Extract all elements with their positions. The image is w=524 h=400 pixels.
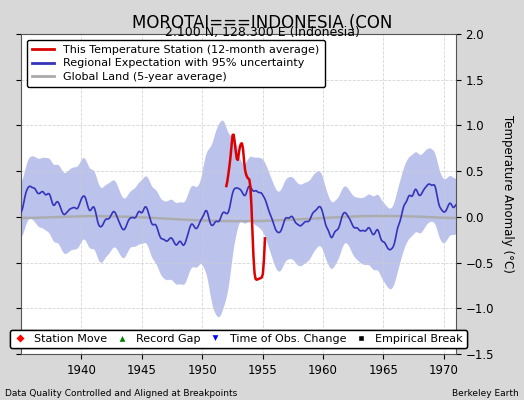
Text: Berkeley Earth: Berkeley Earth <box>452 389 519 398</box>
Text: MOROTAI===INDONESIA (CON: MOROTAI===INDONESIA (CON <box>132 14 392 32</box>
Y-axis label: Temperature Anomaly (°C): Temperature Anomaly (°C) <box>500 115 514 273</box>
Text: Data Quality Controlled and Aligned at Breakpoints: Data Quality Controlled and Aligned at B… <box>5 389 237 398</box>
Legend: Station Move, Record Gap, Time of Obs. Change, Empirical Break: Station Move, Record Gap, Time of Obs. C… <box>10 330 467 348</box>
Text: 2.100 N, 128.300 E (Indonesia): 2.100 N, 128.300 E (Indonesia) <box>165 26 359 39</box>
